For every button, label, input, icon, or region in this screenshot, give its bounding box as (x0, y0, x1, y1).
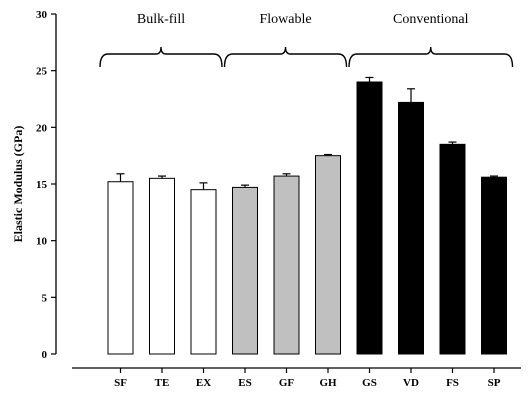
group-bracket (223, 46, 348, 68)
y-tick-label: 25 (36, 66, 48, 78)
x-axis: SF TE EX ES GF GH GS VD FS SP (72, 367, 521, 389)
y-tick-label: 10 (36, 236, 48, 248)
group-label: Bulk-fill (137, 12, 185, 27)
group-label: Conventional (393, 12, 469, 27)
y-axis-title: Elastic Modulus (GPa) (11, 126, 25, 243)
y-tick-label: 0 (42, 349, 48, 361)
x-tick-label: ES (238, 377, 251, 389)
bar-gh (315, 155, 341, 355)
x-tick-label: VD (403, 377, 419, 389)
bar-es (232, 186, 258, 355)
y-tick-label: 5 (42, 292, 48, 304)
y-tick-label: 15 (36, 179, 48, 191)
x-tick-label: TE (155, 377, 170, 389)
bar-ex (190, 189, 217, 355)
y-axis: 0 5 10 15 20 25 30 (36, 9, 57, 361)
bar-sp (481, 176, 507, 355)
x-tick-label: GS (362, 377, 377, 389)
x-tick-label: EX (196, 377, 211, 389)
bar-fs (439, 143, 466, 355)
bar-vd (398, 101, 424, 355)
x-tick-label: GF (279, 377, 295, 389)
group-bracket (99, 46, 223, 68)
x-tick-label: GH (319, 377, 337, 389)
bar-sf (107, 181, 134, 355)
group-label: Flowable (259, 12, 311, 27)
x-tick-label: SP (488, 377, 501, 389)
group-bracket (348, 46, 514, 68)
y-tick-label: 20 (36, 122, 48, 134)
bars (107, 76, 507, 355)
bar-gs (356, 81, 383, 355)
y-tick-label: 30 (36, 9, 48, 21)
bar-gf (273, 175, 300, 355)
x-tick-label: FS (446, 377, 459, 389)
bar-te (149, 177, 175, 355)
group-brackets: Bulk-fill Flowable Conventional (99, 12, 514, 68)
x-tick-label: SF (114, 377, 127, 389)
